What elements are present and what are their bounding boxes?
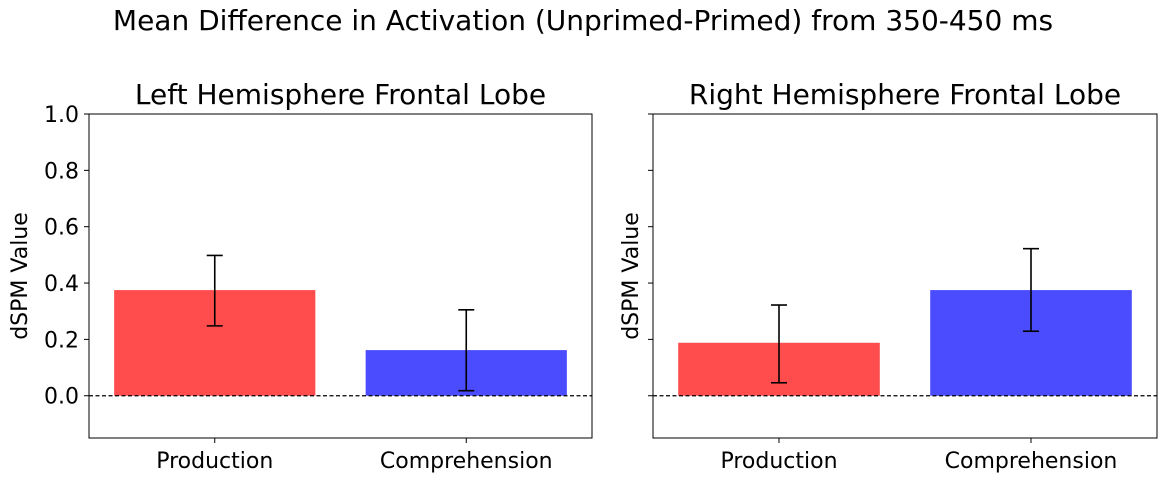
panel2-ylabel: dSPM Value bbox=[619, 212, 644, 340]
panel1-ytick-label: 0.6 bbox=[44, 216, 79, 241]
panel2-xtick-label: Production bbox=[720, 449, 837, 474]
panel1-xtick-label: Production bbox=[156, 449, 273, 474]
panel2-xtick-label: Comprehension bbox=[945, 449, 1118, 474]
figure-title: Mean Difference in Activation (Unprimed-… bbox=[112, 4, 1054, 37]
panel2-axes-frame bbox=[652, 113, 1158, 439]
panel1-ytick-label: 0.8 bbox=[44, 159, 79, 184]
panel2-title: Right Hemisphere Frontal Lobe bbox=[689, 78, 1121, 111]
panel1-axes-frame bbox=[88, 113, 593, 439]
panel1-ytick-label: 0.2 bbox=[44, 328, 79, 353]
panel1-xtick-label: Comprehension bbox=[380, 449, 553, 474]
panel1-ylabel: dSPM Value bbox=[8, 212, 33, 340]
panel1-ytick-label: 1.0 bbox=[44, 103, 79, 128]
panel1-title: Left Hemisphere Frontal Lobe bbox=[135, 78, 546, 111]
panel1-ytick-label: 0.4 bbox=[44, 272, 79, 297]
panel1-ytick-label: 0.0 bbox=[44, 385, 79, 410]
